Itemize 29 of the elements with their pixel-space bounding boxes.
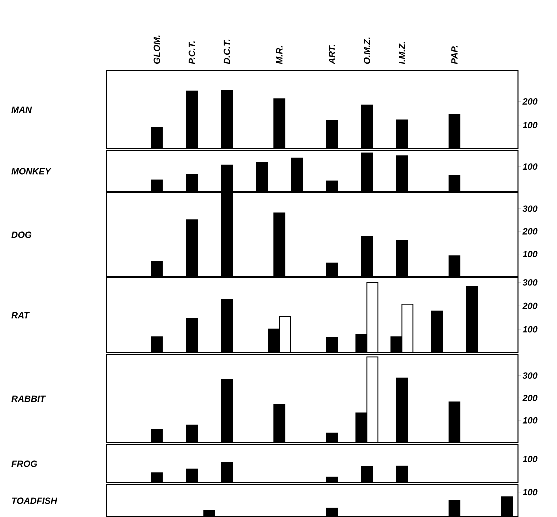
y-tick-label: 200: [522, 395, 538, 402]
x-tick-label: M.R.: [276, 46, 283, 64]
y-tick-label: 200: [522, 228, 538, 235]
y-axis-title: FROG: [12, 460, 38, 468]
y-axis-title: DOG: [12, 232, 32, 238]
y-tick-label: 200: [522, 98, 538, 105]
x-tick-label: ART.: [329, 45, 336, 65]
y-tick-label: 300: [522, 372, 538, 380]
y-tick-label: 100: [522, 417, 538, 424]
y-tick-label: 100: [522, 489, 538, 496]
y-axis-title: MAN: [12, 106, 32, 114]
x-tick-label: I.M.Z.: [399, 42, 406, 64]
y-axis-title: RAT: [12, 312, 30, 319]
y-tick-label: 100: [522, 326, 538, 333]
y-tick-label: 100: [522, 251, 538, 258]
y-tick-label: 200: [522, 302, 538, 310]
x-tick-label: D.C.T.: [224, 40, 230, 64]
y-tick-label: 300: [522, 279, 538, 286]
x-tick-label: P.C.T.: [188, 42, 196, 64]
x-tick-label: PAP.: [452, 46, 458, 64]
y-tick-label: 100: [522, 164, 538, 170]
y-axis-title: RABBIT: [12, 396, 46, 402]
x-tick-label: GLOM.: [154, 36, 160, 64]
y-tick-label: 100: [522, 122, 538, 129]
y-axis-title: TOADFISH: [12, 498, 58, 504]
y-tick-label: 100: [522, 456, 538, 462]
y-tick-label: 300: [522, 206, 538, 212]
y-axis-title: MONKEY: [12, 168, 52, 175]
x-tick-label: O.M.Z.: [364, 38, 370, 64]
